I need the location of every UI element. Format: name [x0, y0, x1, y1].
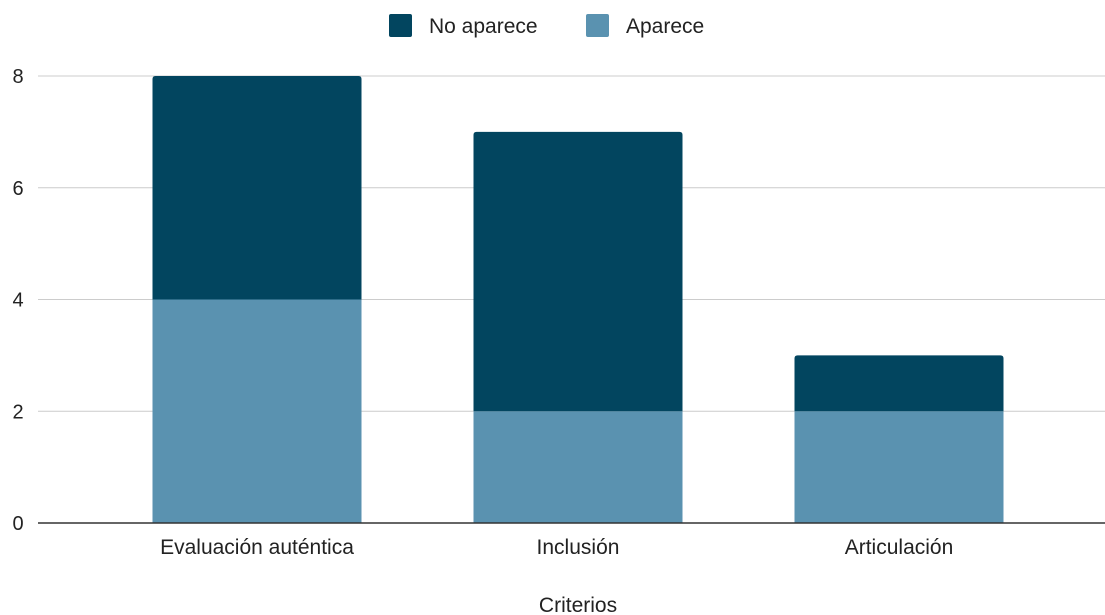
legend: No aparece Aparece [389, 14, 704, 38]
bar-aparece-inclusion [473, 411, 683, 523]
x-category-label: Inclusión [537, 536, 620, 559]
bar-aparece-evaluacion [152, 299, 362, 523]
x-axis-categories: Evaluación auténtica Inclusión Articulació… [160, 536, 953, 559]
bar-aparece-articulacion [794, 411, 1004, 523]
y-axis-ticks: 0 2 4 6 8 [12, 66, 23, 535]
legend-swatch-aparece [586, 14, 609, 37]
bar-no-aparece-inclusion [473, 131, 683, 412]
legend-label-aparece: Aparece [626, 15, 704, 38]
y-tick-label-2: 2 [12, 401, 23, 423]
legend-swatch-no-aparece [389, 14, 412, 37]
y-tick-label-6: 6 [12, 178, 23, 200]
legend-label-no-aparece: No aparece [429, 15, 538, 38]
y-tick-label-4: 4 [12, 290, 23, 312]
x-category-label: Evaluación auténtica [160, 536, 354, 559]
y-tick-label-0: 0 [12, 513, 23, 535]
bar-no-aparece-evaluacion [152, 76, 362, 300]
x-category-label: Articulación [845, 536, 954, 559]
bar-no-aparece-articulacion [794, 355, 1004, 412]
y-tick-label-8: 8 [12, 66, 23, 88]
x-axis-title: Criterios [539, 594, 617, 615]
bars [152, 76, 1004, 523]
